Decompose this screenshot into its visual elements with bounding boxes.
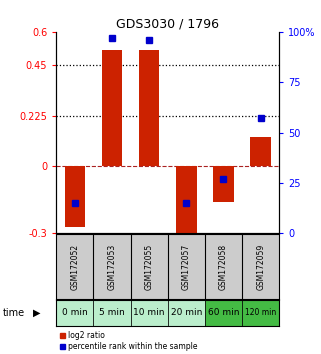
Bar xyxy=(65,166,85,227)
Bar xyxy=(93,300,131,326)
Bar xyxy=(131,300,168,326)
Text: GSM172052: GSM172052 xyxy=(70,244,79,290)
Bar xyxy=(250,137,271,166)
Bar xyxy=(176,166,196,238)
Text: ▶: ▶ xyxy=(33,308,41,318)
Bar xyxy=(102,50,122,166)
Text: 5 min: 5 min xyxy=(99,308,125,318)
Bar xyxy=(168,300,205,326)
Bar xyxy=(213,166,234,202)
Title: GDS3030 / 1796: GDS3030 / 1796 xyxy=(116,18,219,31)
Text: GSM172057: GSM172057 xyxy=(182,244,191,290)
Text: 10 min: 10 min xyxy=(134,308,165,318)
Bar xyxy=(205,300,242,326)
Text: GSM172053: GSM172053 xyxy=(108,244,117,290)
Text: GSM172058: GSM172058 xyxy=(219,244,228,290)
Bar xyxy=(242,300,279,326)
Text: 0 min: 0 min xyxy=(62,308,88,318)
Text: time: time xyxy=(3,308,25,318)
Bar xyxy=(56,300,93,326)
Bar xyxy=(139,50,159,166)
Text: 120 min: 120 min xyxy=(245,308,276,318)
Text: 20 min: 20 min xyxy=(171,308,202,318)
Legend: log2 ratio, percentile rank within the sample: log2 ratio, percentile rank within the s… xyxy=(60,331,198,351)
Text: 60 min: 60 min xyxy=(208,308,239,318)
Text: GSM172059: GSM172059 xyxy=(256,244,265,290)
Text: GSM172055: GSM172055 xyxy=(145,244,154,290)
